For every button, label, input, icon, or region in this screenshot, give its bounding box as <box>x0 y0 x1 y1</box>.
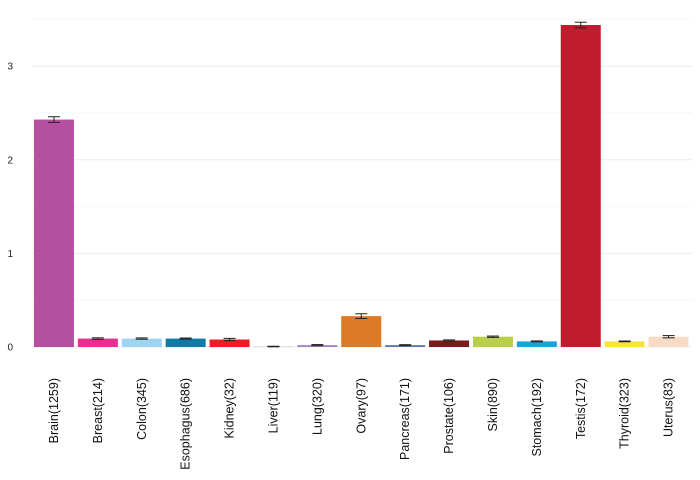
y-tick-label: 3 <box>7 62 13 73</box>
bar <box>165 338 206 347</box>
y-tick-label: 0 <box>7 343 13 354</box>
category-label: Skin(890) <box>486 378 500 432</box>
category-label: Liver(119) <box>266 378 280 433</box>
y-tick-label: 2 <box>7 155 13 166</box>
category-label: Kidney(32) <box>223 378 237 438</box>
category-label: Uterus(83) <box>662 378 676 437</box>
category-label: Prostate(106) <box>442 378 456 454</box>
bar <box>429 340 470 347</box>
bar <box>516 341 557 347</box>
category-label: Pancreas(171) <box>398 378 412 460</box>
bar <box>33 119 74 347</box>
category-label: Brain(1259) <box>47 378 61 443</box>
category-label: Thyroid(323) <box>618 378 632 449</box>
category-label: Testis(172) <box>574 378 588 439</box>
bar <box>560 25 601 348</box>
y-tick-label: 1 <box>7 249 13 260</box>
category-label: Esophagus(686) <box>179 378 193 470</box>
category-label: Ovary(97) <box>354 378 368 434</box>
bar <box>121 338 162 347</box>
category-label: Stomach(192) <box>530 378 544 457</box>
bar <box>604 341 645 347</box>
bar <box>472 336 513 347</box>
bar <box>209 339 250 347</box>
category-label: Breast(214) <box>91 378 105 443</box>
category-label: Lung(320) <box>310 378 324 435</box>
category-label: Colon(345) <box>135 378 149 440</box>
bar <box>77 338 118 347</box>
bar <box>341 316 382 347</box>
bar <box>648 336 689 347</box>
